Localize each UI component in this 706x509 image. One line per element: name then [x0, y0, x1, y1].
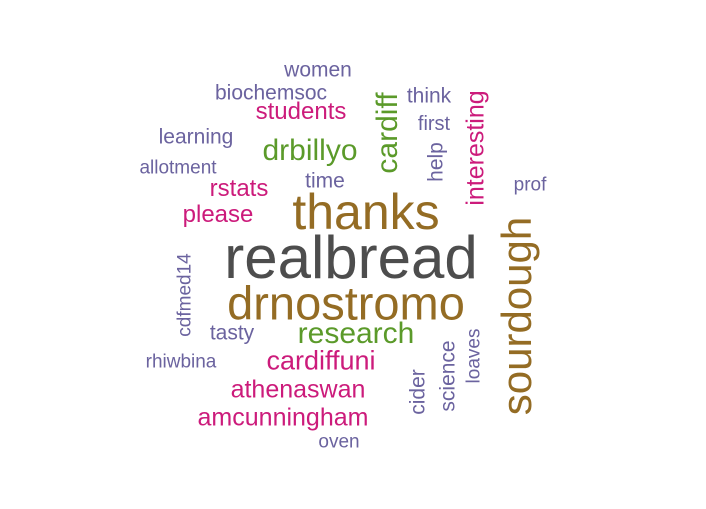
word-please: please — [182, 201, 254, 228]
word-learning: learning — [158, 125, 234, 149]
word-research: research — [297, 317, 415, 350]
word-realbread: realbread — [224, 224, 478, 291]
word-drbillyo: drbillyo — [262, 134, 358, 167]
word-sourdough: sourdough — [493, 216, 540, 416]
word-prof: prof — [513, 174, 547, 196]
word-time: time — [305, 169, 345, 193]
word-amcunningham: amcunningham — [197, 403, 369, 432]
word-help: help — [424, 142, 448, 182]
word-first: first — [417, 113, 451, 135]
word-science: science — [436, 340, 460, 412]
word-oven: oven — [318, 431, 360, 453]
word-cdfmed14: cdfmed14 — [174, 253, 196, 337]
word-think: think — [406, 84, 452, 108]
word-loaves: loaves — [463, 328, 485, 384]
word-cardiffuni: cardiffuni — [266, 345, 376, 376]
word-thanks: thanks — [292, 184, 440, 240]
word-interesting: interesting — [461, 90, 490, 206]
word-women: women — [284, 58, 352, 82]
word-allotment: allotment — [139, 157, 217, 179]
word-cider: cider — [406, 369, 430, 415]
word-tasty: tasty — [209, 321, 255, 345]
word-athenaswan: athenaswan — [230, 375, 366, 404]
word-rstats: rstats — [209, 175, 269, 202]
word-rhiwbina: rhiwbina — [145, 351, 217, 373]
word-drnostromo: drnostromo — [227, 276, 465, 330]
word-cardiff: cardiff — [371, 92, 404, 174]
word-biochemsoc: biochemsoc — [214, 81, 328, 105]
word-students: students — [255, 98, 347, 125]
